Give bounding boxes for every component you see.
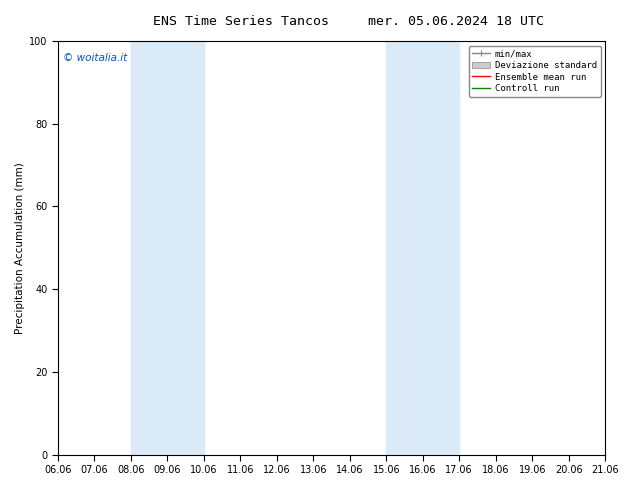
Bar	[131, 41, 204, 455]
Text: ENS Time Series Tancos: ENS Time Series Tancos	[153, 15, 329, 28]
Y-axis label: Precipitation Accumulation (mm): Precipitation Accumulation (mm)	[15, 162, 25, 334]
Text: mer. 05.06.2024 18 UTC: mer. 05.06.2024 18 UTC	[368, 15, 545, 28]
Bar	[386, 41, 459, 455]
Legend: min/max, Deviazione standard, Ensemble mean run, Controll run: min/max, Deviazione standard, Ensemble m…	[469, 46, 600, 97]
Text: © woitalia.it: © woitalia.it	[63, 53, 127, 64]
